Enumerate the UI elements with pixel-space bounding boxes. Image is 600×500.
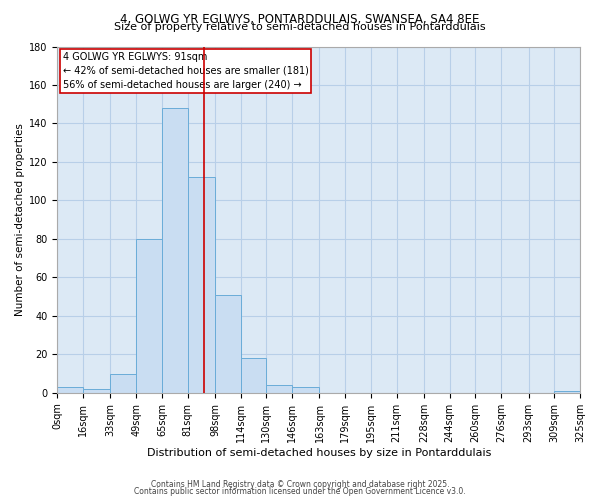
Bar <box>136 239 162 393</box>
Text: Contains HM Land Registry data © Crown copyright and database right 2025.: Contains HM Land Registry data © Crown c… <box>151 480 449 489</box>
Text: Size of property relative to semi-detached houses in Pontarddulais: Size of property relative to semi-detach… <box>114 22 486 32</box>
Bar <box>110 374 136 393</box>
Bar <box>241 358 266 393</box>
Bar <box>58 387 83 393</box>
Bar <box>266 385 292 393</box>
Text: Contains public sector information licensed under the Open Government Licence v3: Contains public sector information licen… <box>134 487 466 496</box>
Bar <box>292 387 319 393</box>
X-axis label: Distribution of semi-detached houses by size in Pontarddulais: Distribution of semi-detached houses by … <box>146 448 491 458</box>
Bar <box>83 389 110 393</box>
Text: 4, GOLWG YR EGLWYS, PONTARDDULAIS, SWANSEA, SA4 8EE: 4, GOLWG YR EGLWYS, PONTARDDULAIS, SWANS… <box>121 12 479 26</box>
Text: 4 GOLWG YR EGLWYS: 91sqm
← 42% of semi-detached houses are smaller (181)
56% of : 4 GOLWG YR EGLWYS: 91sqm ← 42% of semi-d… <box>62 52 308 90</box>
Bar <box>554 391 580 393</box>
Y-axis label: Number of semi-detached properties: Number of semi-detached properties <box>15 123 25 316</box>
Bar <box>215 294 241 393</box>
Bar <box>162 108 188 393</box>
Bar <box>188 178 215 393</box>
